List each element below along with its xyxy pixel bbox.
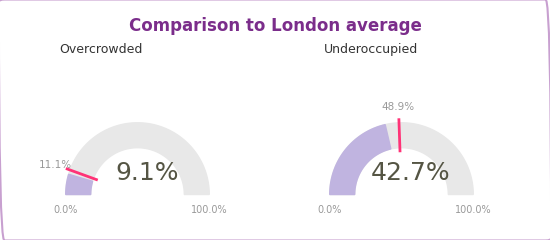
Polygon shape	[66, 123, 209, 194]
Text: 100.0%: 100.0%	[455, 205, 492, 216]
Text: 9.1%: 9.1%	[115, 161, 179, 185]
Text: Comparison to London average: Comparison to London average	[129, 17, 421, 35]
Polygon shape	[66, 174, 92, 194]
Text: 42.7%: 42.7%	[371, 161, 450, 185]
Polygon shape	[330, 123, 473, 194]
Text: 100.0%: 100.0%	[191, 205, 228, 216]
Text: 0.0%: 0.0%	[53, 205, 78, 216]
Text: Overcrowded: Overcrowded	[59, 43, 143, 56]
Text: 48.9%: 48.9%	[382, 102, 415, 112]
Text: 0.0%: 0.0%	[317, 205, 342, 216]
Text: Underoccupied: Underoccupied	[323, 43, 418, 56]
Text: 11.1%: 11.1%	[39, 160, 72, 170]
Polygon shape	[330, 125, 391, 194]
